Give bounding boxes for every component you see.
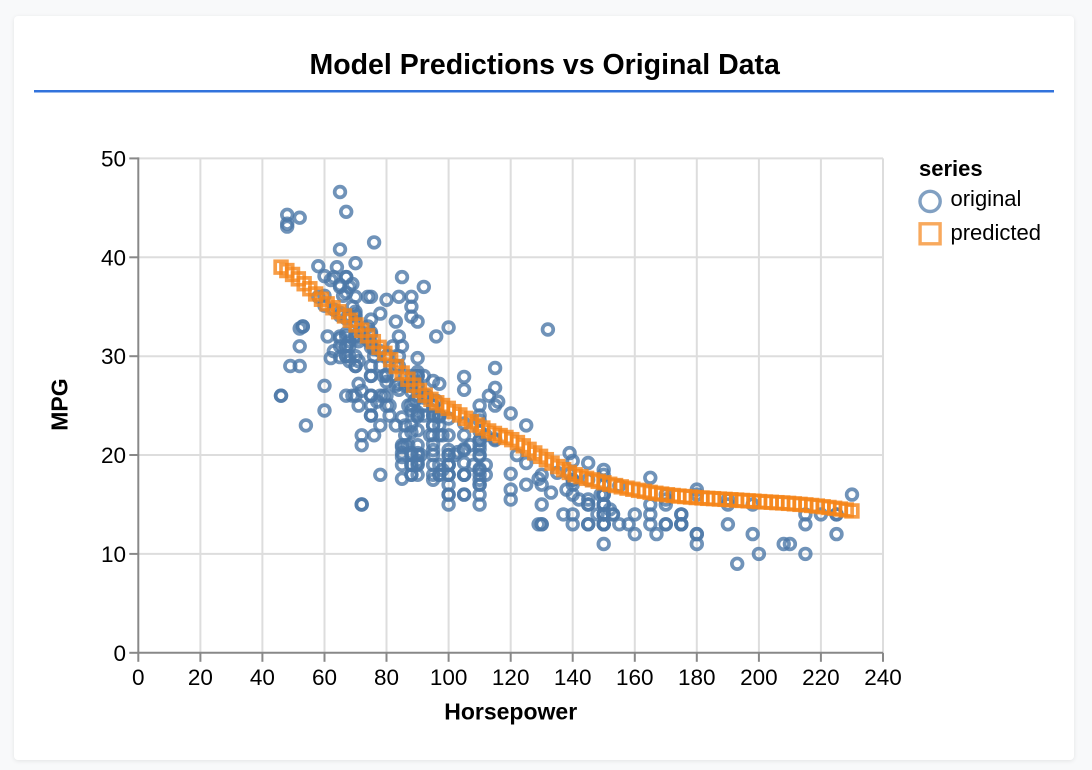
svg-text:0: 0 [132,665,145,690]
svg-text:predicted: predicted [951,220,1042,245]
svg-text:140: 140 [554,665,592,690]
svg-text:240: 240 [864,665,902,690]
svg-text:Horsepower: Horsepower [444,699,577,725]
svg-text:0: 0 [113,641,126,666]
svg-text:120: 120 [492,665,530,690]
svg-text:Model Predictions vs Original: Model Predictions vs Original Data [310,49,782,81]
svg-text:original: original [951,186,1022,211]
svg-text:220: 220 [802,665,840,690]
svg-text:50: 50 [101,146,126,171]
svg-text:60: 60 [312,665,337,690]
svg-text:160: 160 [616,665,654,690]
svg-text:series: series [919,156,983,181]
svg-text:40: 40 [250,665,275,690]
svg-text:80: 80 [374,665,399,690]
svg-text:20: 20 [101,443,126,468]
svg-text:20: 20 [188,665,213,690]
svg-text:200: 200 [740,665,778,690]
svg-text:180: 180 [678,665,716,690]
svg-text:40: 40 [101,245,126,270]
svg-text:10: 10 [101,542,126,567]
svg-text:100: 100 [430,665,468,690]
svg-text:30: 30 [101,344,126,369]
svg-text:MPG: MPG [47,378,73,430]
